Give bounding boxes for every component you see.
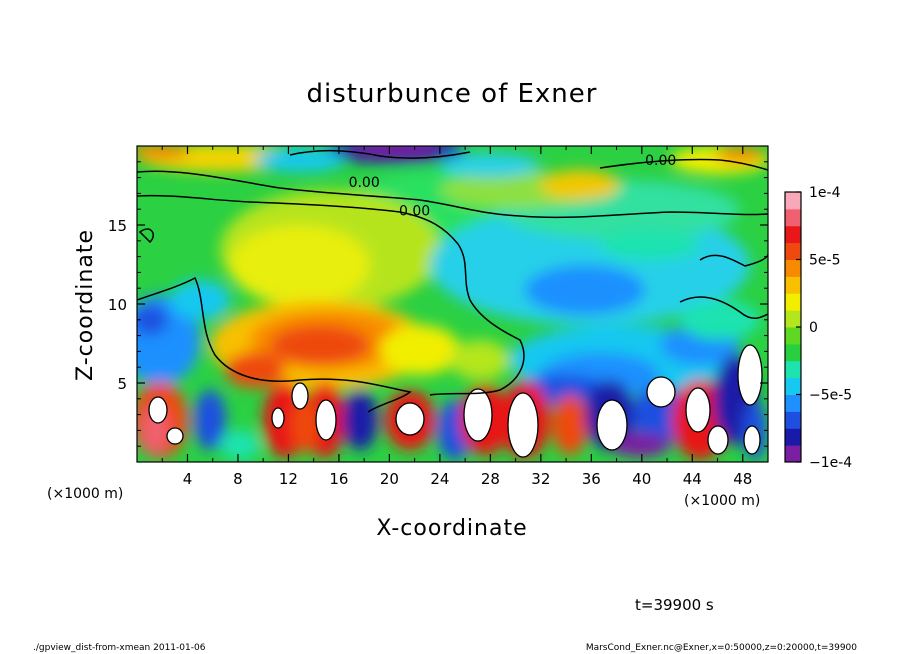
- colorbar-segment: [785, 242, 801, 260]
- colorbar-segment: [785, 327, 801, 345]
- y-axis-ticks: 5 10 15: [108, 161, 768, 447]
- contour-label: 0.00: [349, 175, 380, 191]
- x-tick-label: 36: [582, 470, 601, 488]
- colorbar-tick-labels: 1e-4 5e-5 0 −5e-5 −1e-4: [796, 185, 852, 471]
- x-tick-label: 44: [683, 470, 702, 488]
- colorbar-segment: [785, 428, 801, 446]
- footer-left: ./gpview_dist-from-xmean 2011-01-06: [33, 643, 206, 653]
- x-tick-label: 8: [233, 470, 243, 488]
- colorbar-segment: [785, 360, 801, 379]
- colorbar-segment: [785, 394, 801, 412]
- colorbar: [784, 191, 802, 463]
- time-label: t=39900 s: [635, 596, 714, 614]
- colorbar-segment: [785, 343, 801, 362]
- x-tick-label: 40: [632, 470, 651, 488]
- x-tick-label: 12: [279, 470, 298, 488]
- y-unit-label: (×1000 m): [47, 486, 123, 502]
- colorbar-segment: [785, 310, 801, 328]
- colorbar-tick-label: −5e-5: [809, 388, 852, 404]
- colorbar-tick-label: 5e-5: [809, 253, 840, 269]
- zero-contours: [137, 149, 768, 413]
- colorbar-segment: [785, 377, 801, 395]
- x-axis-label: X-coordinate: [376, 516, 527, 541]
- colorbar-segment: [785, 192, 801, 210]
- y-tick-label: 15: [108, 217, 127, 235]
- contour-labels: 0.00 0.00 0.00: [349, 153, 677, 220]
- contour-label: 0.00: [399, 204, 430, 220]
- colorbar-tick-label: 1e-4: [809, 185, 841, 201]
- x-tick-label: 28: [481, 470, 500, 488]
- heatmap-field: [137, 146, 768, 462]
- x-tick-label: 4: [183, 470, 193, 488]
- y-tick-label: 10: [108, 296, 127, 314]
- saturated-cores: [148, 344, 763, 458]
- x-tick-label: 24: [430, 470, 449, 488]
- colorbar-segment: [785, 208, 801, 227]
- chart-title: disturbunce of Exner: [307, 79, 598, 109]
- x-tick-label: 16: [329, 470, 348, 488]
- colorbar-tick-label: −1e-4: [809, 455, 852, 471]
- colorbar-segment: [785, 293, 801, 311]
- y-axis-label: Z-coordinate: [73, 229, 98, 381]
- colorbar-segment: [785, 259, 801, 277]
- colorbar-segment: [785, 411, 801, 429]
- footer-right: MarsCond_Exner.nc@Exner,x=0:50000,z=0:20…: [586, 643, 857, 653]
- x-unit-label: (×1000 m): [684, 493, 760, 509]
- y-tick-label: 5: [117, 375, 127, 393]
- colorbar-segment: [785, 445, 801, 463]
- contour-label: 0.00: [645, 153, 676, 169]
- x-tick-label: 32: [531, 470, 550, 488]
- x-tick-label: 20: [380, 470, 399, 488]
- x-axis-ticks: 4 8 12 16 20 24 28 32 36 40 44 48: [161, 146, 752, 488]
- colorbar-tick-label: 0: [809, 320, 818, 336]
- colorbar-segment: [785, 225, 801, 244]
- x-tick-label: 48: [733, 470, 752, 488]
- colorbar-segment: [785, 276, 801, 294]
